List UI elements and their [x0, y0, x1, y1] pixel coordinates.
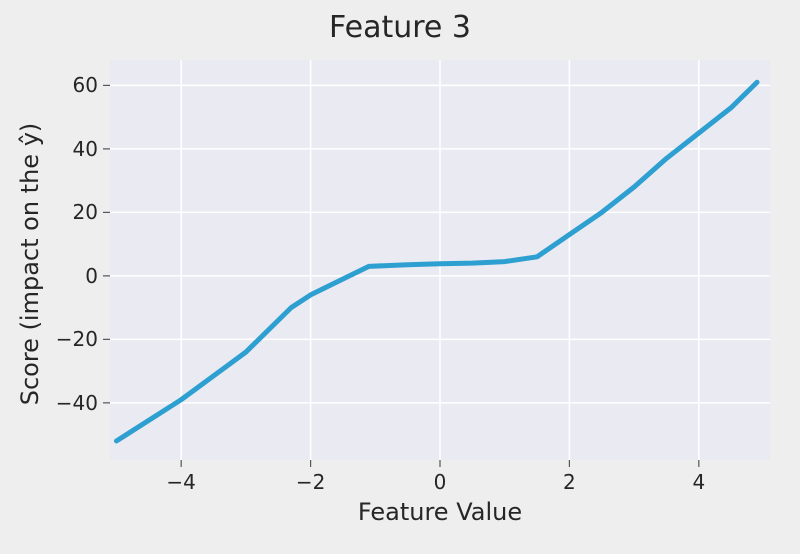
- y-tick-label: 40: [73, 137, 98, 161]
- y-tick-label: 0: [85, 264, 98, 288]
- y-axis-label: Score (impact on the ŷ): [16, 104, 44, 424]
- grid: [110, 60, 770, 460]
- y-tick-label: −20: [56, 327, 98, 351]
- x-tick-label: 2: [549, 470, 589, 494]
- x-tick-label: 4: [679, 470, 719, 494]
- y-tick-label: 20: [73, 200, 98, 224]
- x-tick-label: 0: [420, 470, 460, 494]
- x-tick-label: −4: [161, 470, 201, 494]
- data-line: [116, 82, 757, 441]
- x-axis-label: Feature Value: [110, 498, 770, 526]
- y-tick-label: −40: [56, 391, 98, 415]
- y-tick-label: 60: [73, 73, 98, 97]
- chart-container: Feature 3 −4−2024 −40−200204060 Feature …: [0, 0, 800, 554]
- x-tick-label: −2: [291, 470, 331, 494]
